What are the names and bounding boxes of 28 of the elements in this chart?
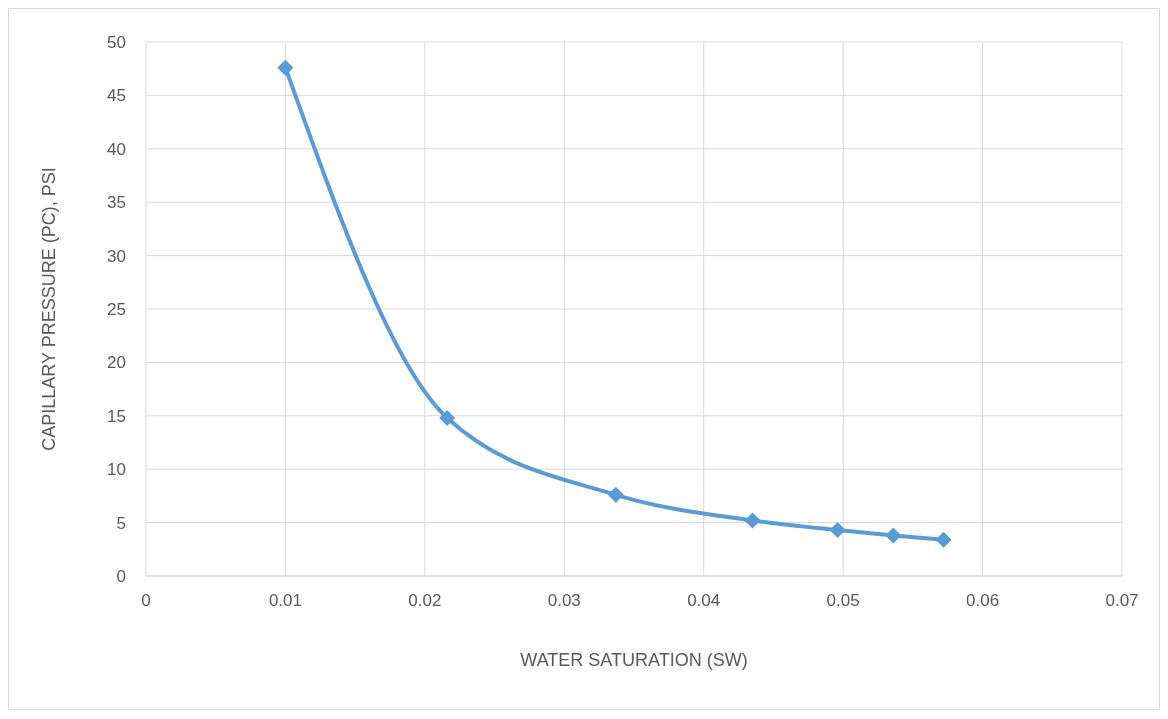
y-tick-label: 45 (107, 86, 126, 106)
y-tick-label: 15 (107, 406, 126, 426)
point (935, 531, 952, 548)
x-tick-label: 0 (141, 591, 151, 611)
x-axis-title: WATER SATURATION (SW) (520, 650, 748, 670)
x-tick-label: 0.06 (966, 591, 1000, 611)
point (607, 486, 624, 503)
y-tick-label: 0 (116, 567, 126, 587)
point (744, 512, 761, 529)
y-tick-label: 30 (107, 246, 126, 266)
y-tick-label: 5 (116, 513, 126, 533)
point (277, 59, 294, 76)
y-axis-title: CAPILLARY PRESSURE (PC), PSI (39, 167, 60, 451)
point (439, 409, 456, 426)
x-tick-label: 0.02 (408, 591, 442, 611)
x-tick-label: 0.01 (268, 591, 302, 611)
point (829, 522, 846, 539)
y-tick-label: 40 (107, 139, 126, 159)
point (885, 527, 902, 544)
y-tick-label: 35 (107, 193, 126, 213)
y-tick-label: 10 (107, 460, 126, 480)
x-tick-label: 0.07 (1105, 591, 1139, 611)
x-tick-label: 0.04 (687, 591, 721, 611)
x-tick-label: 0.03 (547, 591, 581, 611)
x-tick-label: 0.05 (826, 591, 860, 611)
y-tick-label: 20 (107, 353, 126, 373)
y-tick-label: 25 (107, 300, 126, 320)
y-tick-label: 50 (107, 33, 126, 53)
